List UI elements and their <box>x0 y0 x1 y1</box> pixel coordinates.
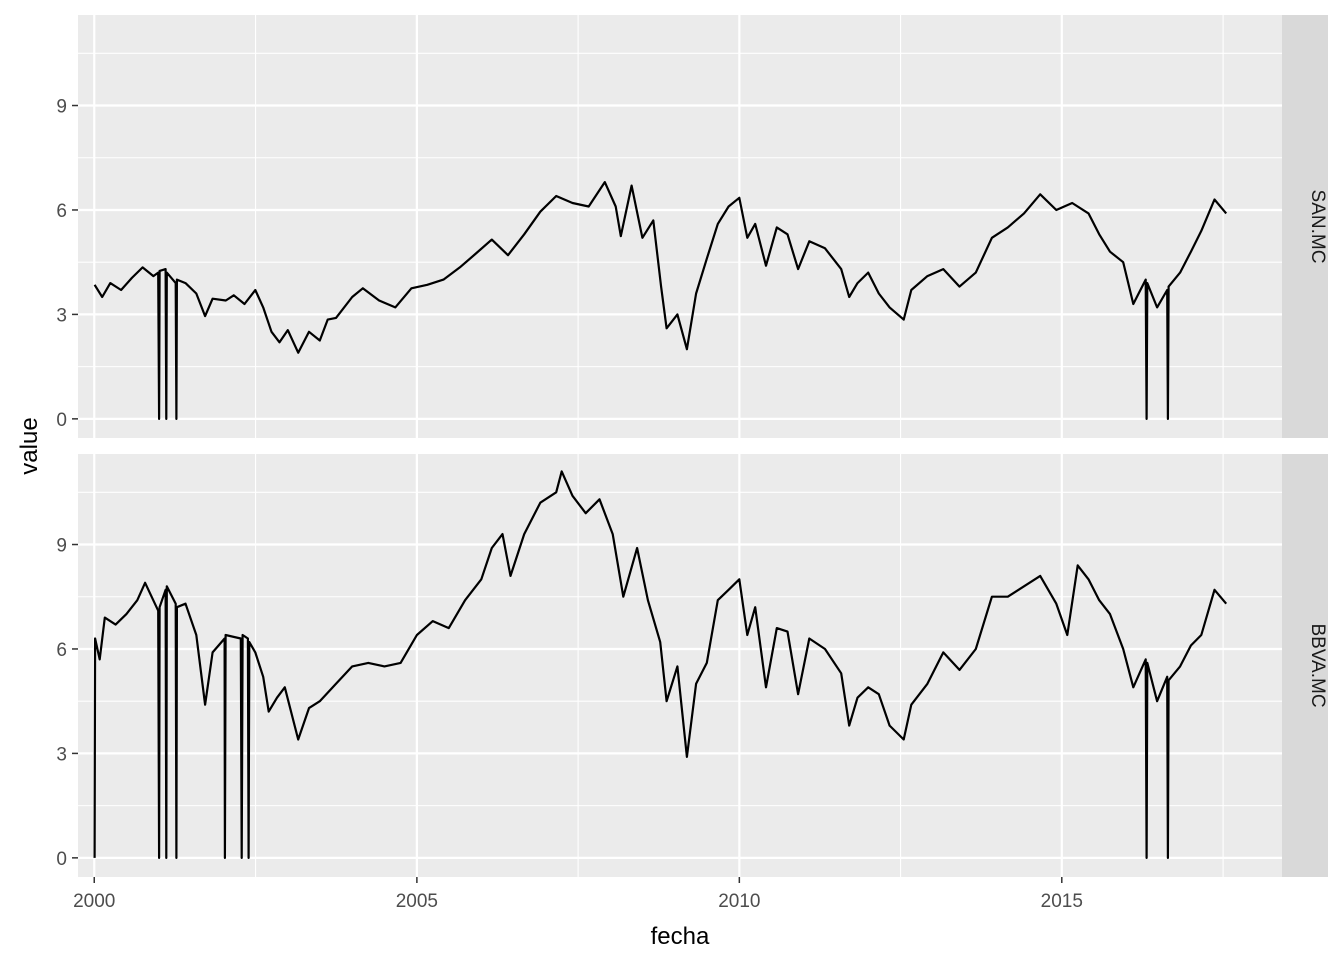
panel-background <box>78 454 1282 877</box>
panel-background <box>78 15 1282 438</box>
y-tick-label: 9 <box>56 97 67 118</box>
facet-strip <box>1282 15 1328 438</box>
x-tick-label: 2005 <box>396 891 438 912</box>
x-axis: 2000 2005 2010 2015 <box>73 877 1083 912</box>
x-tick-label: 2000 <box>73 891 115 912</box>
y-axis-title: value <box>16 417 43 474</box>
y-tick-label: 3 <box>56 305 67 326</box>
x-axis-title: fecha <box>651 923 710 950</box>
facet-strip <box>1282 454 1328 877</box>
y-tick-label: 6 <box>56 201 67 222</box>
x-tick-label: 2015 <box>1041 891 1083 912</box>
panel-san-mc: 0 3 6 9 SAN.MC <box>56 15 1328 438</box>
x-tick-label: 2010 <box>718 891 760 912</box>
series-line-san-mc <box>93 181 1228 420</box>
y-tick-label: 0 <box>56 410 67 431</box>
panels-layer: 0 3 6 9 SAN.MC 0 3 6 9 BBVA.MC <box>56 15 1328 877</box>
facet-strip-label: SAN.MC <box>1307 190 1328 264</box>
y-tick-label: 0 <box>56 849 67 870</box>
series-line-bbva-mc <box>93 470 1228 859</box>
y-tick-label: 6 <box>56 640 67 661</box>
y-tick-label: 3 <box>56 744 67 765</box>
y-tick-label: 9 <box>56 536 67 557</box>
facet-strip-label: BBVA.MC <box>1307 623 1328 707</box>
panel-bbva-mc: 0 3 6 9 BBVA.MC <box>56 454 1328 877</box>
